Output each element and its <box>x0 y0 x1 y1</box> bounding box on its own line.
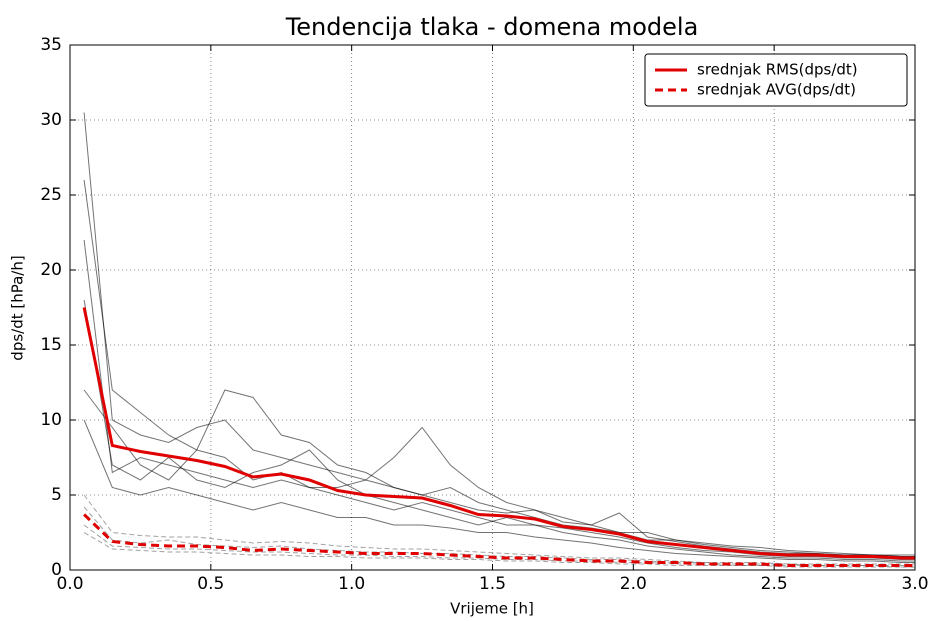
x-tick-label: 0.5 <box>197 574 224 594</box>
mean-line <box>83 513 915 567</box>
y-tick-label: 25 <box>40 185 62 205</box>
x-tick-label: 1.5 <box>479 574 506 594</box>
member-line <box>83 419 915 563</box>
x-tick-label: 2.5 <box>761 574 788 594</box>
legend-label: srednjak AVG(dps/dt) <box>697 81 856 99</box>
x-tick-label: 2.0 <box>620 574 647 594</box>
member-line <box>83 524 915 568</box>
plot-frame <box>69 44 916 571</box>
mean-line <box>82 307 915 560</box>
x-tick-label: 3.0 <box>901 574 928 594</box>
x-tick-label: 0.0 <box>56 574 83 594</box>
y-tick-label: 20 <box>40 260 62 280</box>
member-line <box>83 112 915 556</box>
chart-title: Tendencija tlaka - domena modela <box>285 13 699 41</box>
y-tick-label: 15 <box>40 335 62 355</box>
y-axis-label: dps/dt [hPa/h] <box>9 255 27 360</box>
y-tick-label: 35 <box>40 35 62 55</box>
y-tick-label: 10 <box>40 410 62 430</box>
y-tick-label: 30 <box>40 110 62 130</box>
x-tick-label: 1.0 <box>338 574 365 594</box>
legend-label: srednjak RMS(dps/dt) <box>697 61 858 79</box>
x-axis-label: Vrijeme [h] <box>450 600 534 618</box>
legend-box <box>644 53 908 107</box>
member-line <box>83 389 915 557</box>
y-tick-label: 5 <box>51 485 62 505</box>
y-tick-label: 0 <box>51 560 62 580</box>
member-line <box>83 532 915 568</box>
